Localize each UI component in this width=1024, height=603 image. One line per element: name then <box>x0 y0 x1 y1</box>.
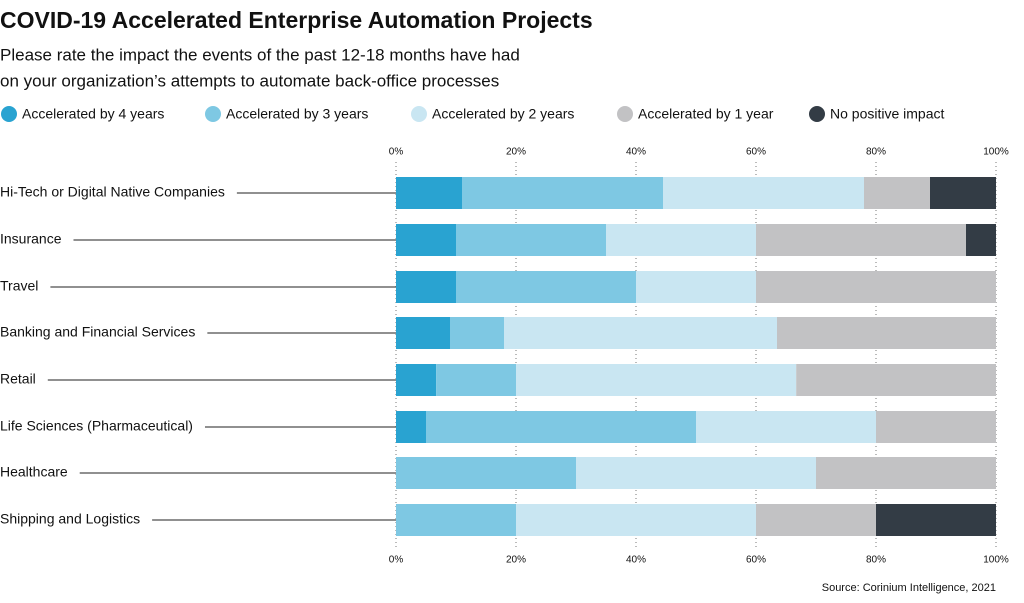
x-tick-label: 60% <box>746 555 766 566</box>
category-label: Retail <box>0 371 36 387</box>
x-tick-label: 40% <box>626 555 646 566</box>
legend-label: Accelerated by 1 year <box>638 106 774 122</box>
x-tick-label: 0% <box>389 147 404 158</box>
bar-segment <box>396 271 456 303</box>
legend-label: Accelerated by 3 years <box>226 106 368 122</box>
bar-segment <box>696 411 876 443</box>
legend-label: Accelerated by 4 years <box>22 106 164 122</box>
bar-segment <box>426 411 696 443</box>
x-tick-label: 60% <box>746 147 766 158</box>
x-tick-label: 80% <box>866 555 886 566</box>
category-label: Shipping and Logistics <box>0 511 140 527</box>
bar-segment <box>663 177 864 209</box>
legend-swatch <box>617 106 633 122</box>
bar-segment <box>504 317 777 349</box>
bar-segment <box>396 177 462 209</box>
bar-segment <box>516 364 797 396</box>
bar-segment <box>876 504 996 536</box>
x-tick-label: 80% <box>866 147 886 158</box>
chart-subtitle: Please rate the impact the events of the… <box>0 45 520 64</box>
bar-segment <box>816 457 996 489</box>
x-tick-label: 0% <box>389 555 404 566</box>
legend-swatch <box>809 106 825 122</box>
category-label: Life Sciences (Pharmaceutical) <box>0 418 193 434</box>
bar-segment <box>456 271 636 303</box>
bar-segment <box>456 224 606 256</box>
chart-subtitle: on your organization’s attempts to autom… <box>0 71 499 90</box>
bar-segment <box>636 271 756 303</box>
bar-segment <box>756 224 966 256</box>
bar-segment <box>450 317 504 349</box>
bar-segment <box>966 224 996 256</box>
bar-segment <box>396 457 576 489</box>
bar-segment <box>930 177 996 209</box>
x-tick-label: 100% <box>983 555 1009 566</box>
bar-segment <box>606 224 756 256</box>
category-label: Travel <box>0 278 38 294</box>
bar-segment <box>462 177 663 209</box>
bar-segment <box>516 504 756 536</box>
bar-segment <box>756 271 996 303</box>
bar-segment <box>396 411 426 443</box>
x-tick-label: 20% <box>506 555 526 566</box>
bar-segment <box>396 504 516 536</box>
x-tick-label: 20% <box>506 147 526 158</box>
bar-segment <box>756 504 876 536</box>
x-tick-label: 100% <box>983 147 1009 158</box>
legend-label: No positive impact <box>830 106 944 122</box>
category-label: Insurance <box>0 231 62 247</box>
legend-swatch <box>411 106 427 122</box>
bar-segment <box>396 224 456 256</box>
bar-segment <box>396 317 450 349</box>
bar-segment <box>864 177 930 209</box>
bar-segment <box>777 317 996 349</box>
x-tick-label: 40% <box>626 147 646 158</box>
legend-swatch <box>1 106 17 122</box>
legend-swatch <box>205 106 221 122</box>
legend-label: Accelerated by 2 years <box>432 106 574 122</box>
category-label: Banking and Financial Services <box>0 324 195 340</box>
bar-segment <box>396 364 437 396</box>
bar-segment <box>796 364 996 396</box>
category-label: Hi-Tech or Digital Native Companies <box>0 184 225 200</box>
bar-segment <box>876 411 996 443</box>
bar-segment <box>436 364 516 396</box>
chart-title: COVID-19 Accelerated Enterprise Automati… <box>0 7 593 33</box>
bar-segment <box>576 457 816 489</box>
category-label: Healthcare <box>0 464 68 480</box>
source-note: Source: Corinium Intelligence, 2021 <box>822 582 996 594</box>
